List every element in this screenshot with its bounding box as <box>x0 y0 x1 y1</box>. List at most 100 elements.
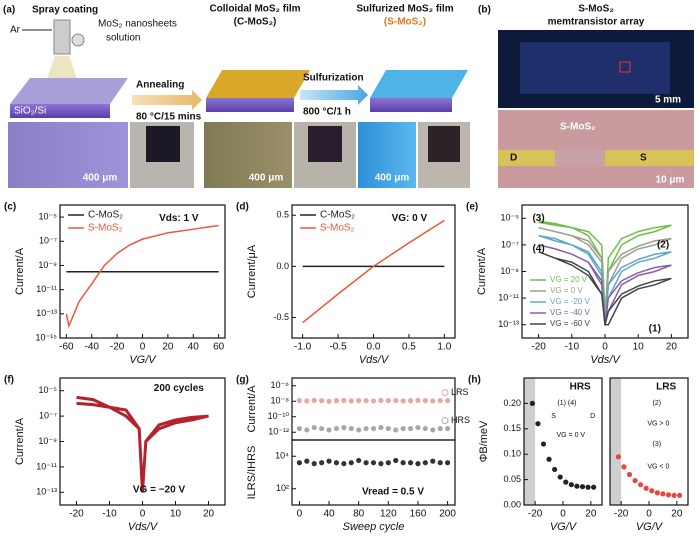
annotation: (4) <box>532 244 544 255</box>
x-tick-label: 160 <box>410 509 427 520</box>
annotation: Vds: 1 V <box>159 213 199 224</box>
y-tick-label: 0.05 <box>503 474 521 484</box>
scale-label: 400 μm <box>375 173 410 184</box>
y-tick-label: 10⁻⁶ <box>271 380 290 390</box>
label: solution <box>106 33 140 44</box>
x-tick-label: 0.5 <box>402 342 416 353</box>
point <box>326 427 332 433</box>
point <box>348 425 354 432</box>
annotation: (2) <box>657 240 669 251</box>
point <box>415 424 421 431</box>
point <box>356 427 362 433</box>
panel-label: (b) <box>478 5 491 16</box>
point <box>378 397 384 403</box>
legend-label: VG = -20 V <box>550 297 590 306</box>
panel-a: (a) Spray coating Ar MoS₂ nanosheets sol… <box>3 4 470 188</box>
y-tick-label: 10⁻¹¹ <box>498 292 519 302</box>
point <box>319 460 325 466</box>
arrow <box>300 85 368 105</box>
point <box>437 398 443 404</box>
series-line <box>538 244 672 325</box>
annotation: LRS <box>656 382 676 393</box>
point <box>422 425 428 432</box>
point <box>643 485 649 491</box>
point <box>437 425 443 432</box>
annotation: D <box>590 413 595 420</box>
x-tick-label: -20 <box>110 342 125 353</box>
point <box>311 397 317 403</box>
legend-label: VG = 20 V <box>550 275 588 284</box>
point <box>430 398 436 404</box>
point <box>304 398 310 404</box>
point <box>535 421 541 427</box>
point <box>370 425 377 432</box>
x-tick-label: -1.0 <box>294 342 312 353</box>
y-tick-label: 10⁻¹¹ <box>36 284 57 294</box>
x-tick-label: 20 <box>666 342 678 353</box>
label: (S-MoS₂) <box>384 17 426 28</box>
x-tick-label: -20 <box>69 509 84 520</box>
substrate <box>206 98 294 112</box>
point <box>348 460 354 466</box>
x-tick-label: 20 <box>203 509 215 520</box>
label: (C-MoS₂) <box>234 17 277 28</box>
annotation: 200 cycles <box>154 383 204 394</box>
y-tick-label: 0.15 <box>503 423 521 433</box>
y-tick-label: 0.5 <box>276 210 289 220</box>
legend-label: HRS <box>451 415 470 425</box>
x-tick-label: 200 <box>439 509 456 520</box>
x-tick-label: 0.0 <box>367 342 381 353</box>
point <box>444 398 451 404</box>
series-line <box>538 226 672 325</box>
point <box>677 492 683 498</box>
scale-label: 5 mm <box>655 95 681 106</box>
label: S <box>640 153 647 164</box>
label: S-MoS₂ <box>578 4 614 15</box>
point <box>363 460 369 466</box>
legend-label: S-MoS₂ <box>88 223 123 234</box>
label: memtransistor array <box>548 17 645 28</box>
point <box>546 456 552 462</box>
point <box>319 398 325 404</box>
photo <box>428 126 460 162</box>
chart: (e) -20 -10 0 10 20 10⁻¹³ 10⁻¹¹ 10⁻⁹ 10⁻⁷ 10⁻⁵ Vds/… <box>466 202 689 366</box>
y-tick-label: 0.0 <box>276 261 289 271</box>
label: Sulfurization <box>303 73 364 84</box>
point <box>341 424 347 431</box>
highlight <box>619 61 631 73</box>
legend-label: S-MoS₂ <box>320 223 355 234</box>
y-tick-label: 10⁴ <box>275 451 289 461</box>
point <box>430 458 436 464</box>
point <box>638 482 644 488</box>
point <box>370 398 377 404</box>
panel-label: (a) <box>3 5 15 16</box>
channel <box>555 150 605 166</box>
point <box>407 398 414 404</box>
annotation: VG = 0 V <box>556 432 585 439</box>
x-tick-label: 80 <box>353 509 365 520</box>
x-tick-label: 10 <box>170 509 182 520</box>
x-tick-label: 20 <box>162 342 174 353</box>
scale-label: 10 μm <box>656 175 685 186</box>
y-tick-label: 10⁻⁸ <box>270 396 289 406</box>
panel-b: (b) S-MoS₂ memtransistor array 5 mm S-Mo… <box>478 4 694 188</box>
label: Ar <box>10 25 21 36</box>
x-tick-label: -0.5 <box>329 342 347 353</box>
y-tick-label: 10⁻⁹ <box>500 266 519 276</box>
point <box>378 461 384 467</box>
annotation: VG: 0 V <box>392 213 428 224</box>
point <box>311 461 317 467</box>
point <box>422 398 428 404</box>
annotation: Vread = 0.5 V <box>362 487 424 498</box>
shade <box>610 378 622 505</box>
substrate <box>10 104 110 118</box>
chart: (h) -20 0 20 0.00 0.05 0.10 0.15 0.20 VG/V ΦB/meV H… <box>468 375 603 533</box>
annotation: VG < 0 <box>647 464 669 471</box>
point <box>304 458 310 464</box>
y-tick-label: 10⁻¹³ <box>36 487 57 497</box>
substrate <box>370 98 452 112</box>
point <box>540 441 547 447</box>
label: MoS₂ nanosheets <box>98 19 177 30</box>
panel-label: (d) <box>236 202 249 213</box>
